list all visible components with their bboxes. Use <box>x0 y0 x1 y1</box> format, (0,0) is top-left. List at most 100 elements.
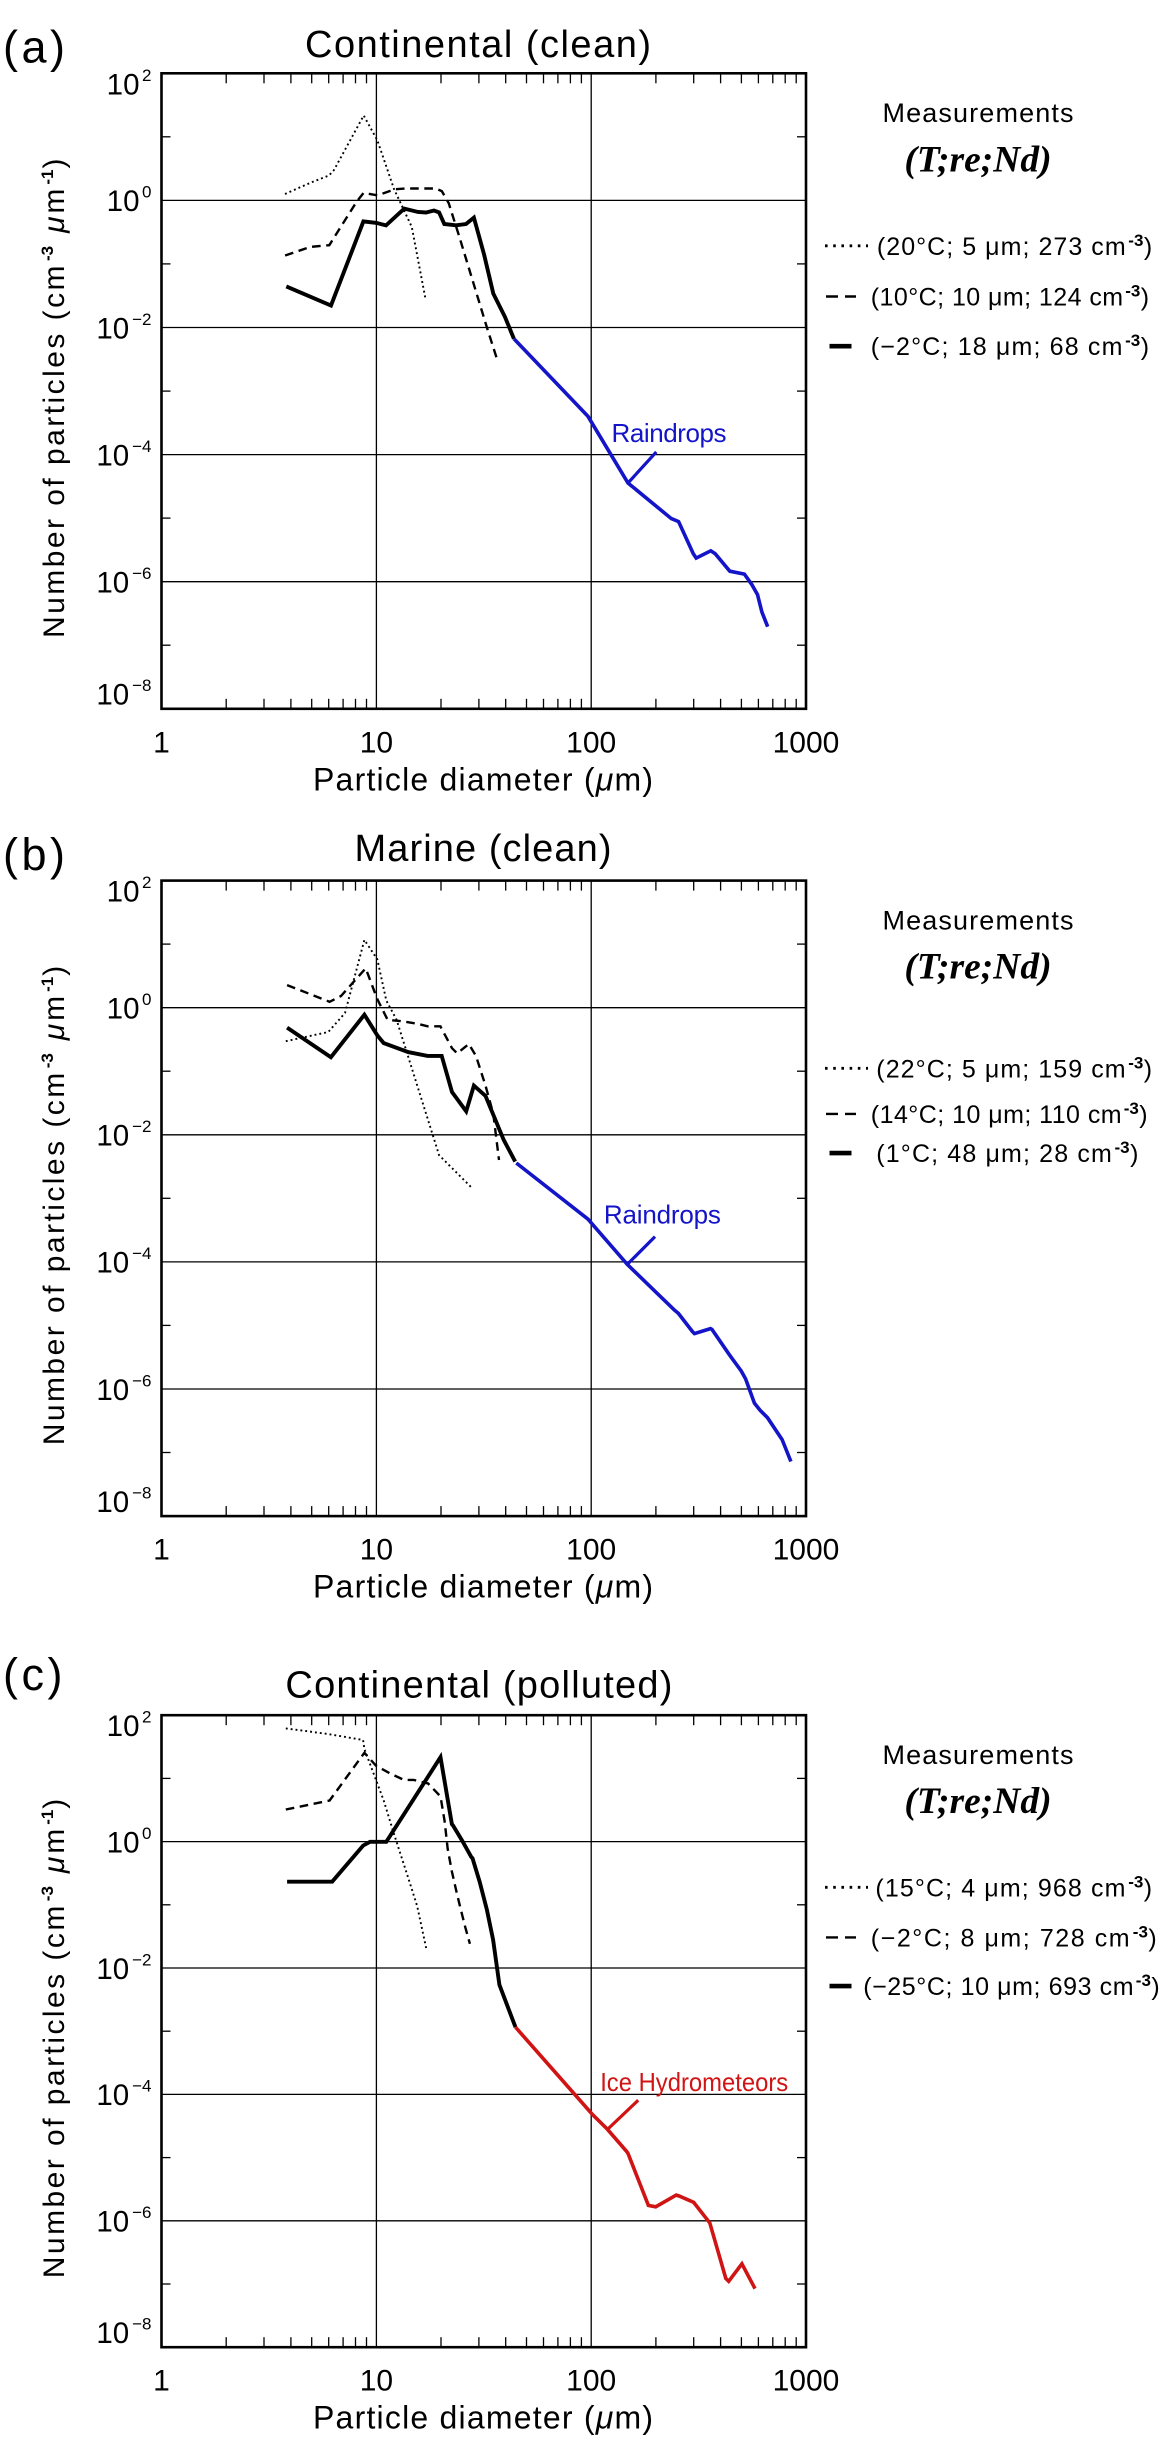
svg-text:−6: −6 <box>132 564 151 583</box>
svg-text:μ: μ <box>38 1857 71 1874</box>
svg-text:0: 0 <box>142 1824 151 1843</box>
svg-text:Measurements: Measurements <box>883 1740 1074 1770</box>
svg-text:): ) <box>1148 1924 1156 1952</box>
svg-text:Continental (clean): Continental (clean) <box>305 24 651 66</box>
svg-text:-3: -3 <box>38 1886 57 1901</box>
svg-text:10: 10 <box>96 2317 129 2350</box>
svg-text:-3: -3 <box>1125 331 1140 350</box>
svg-text:(22°C; 5 μm; 159 cm: (22°C; 5 μm; 159 cm <box>876 1055 1126 1083</box>
svg-text:): ) <box>38 966 71 976</box>
svg-text:): ) <box>1141 284 1149 312</box>
svg-text:): ) <box>1144 1055 1152 1083</box>
svg-text:-3: -3 <box>1124 1099 1139 1118</box>
svg-text:10: 10 <box>96 1120 129 1153</box>
svg-text:Ice Hydrometeors: Ice Hydrometeors <box>600 2067 788 2097</box>
svg-text:1: 1 <box>153 2365 170 2398</box>
svg-text:10: 10 <box>96 2079 129 2112</box>
svg-text:(1°C; 48 μm; 28 cm: (1°C; 48 μm; 28 cm <box>876 1140 1113 1168</box>
svg-text:100: 100 <box>566 1534 616 1567</box>
svg-text:Number of particles (cm: Number of particles (cm <box>38 1070 71 1445</box>
svg-text:1000: 1000 <box>773 726 840 759</box>
svg-text:100: 100 <box>566 2365 616 2398</box>
svg-text:μ: μ <box>38 1024 71 1041</box>
svg-text:−2: −2 <box>132 1950 151 1969</box>
svg-text:−8: −8 <box>132 1483 151 1502</box>
svg-text:(b): (b) <box>3 829 69 880</box>
svg-text:): ) <box>1141 333 1149 361</box>
svg-text:(T;re;Nd): (T;re;Nd) <box>904 947 1051 988</box>
svg-text:10: 10 <box>107 1826 140 1859</box>
svg-text:10: 10 <box>96 1247 129 1280</box>
svg-text:Measurements: Measurements <box>883 98 1074 128</box>
svg-text:-3: -3 <box>1136 1971 1151 1990</box>
svg-text:Particle diameter (μm): Particle diameter (μm) <box>313 761 653 797</box>
svg-text:-3: -3 <box>1128 1872 1143 1891</box>
svg-text:10: 10 <box>96 2206 129 2239</box>
svg-text:): ) <box>1151 1973 1159 2001</box>
svg-text:10: 10 <box>96 1953 129 1986</box>
svg-text:−6: −6 <box>132 2203 151 2222</box>
svg-text:(10°C; 10 μm; 124 cm: (10°C; 10 μm; 124 cm <box>871 284 1124 312</box>
svg-text:−8: −8 <box>132 2315 151 2334</box>
svg-text:(T;re;Nd): (T;re;Nd) <box>904 1781 1051 1822</box>
svg-text:−4: −4 <box>132 1244 151 1263</box>
svg-text:10: 10 <box>96 567 129 600</box>
svg-text:): ) <box>38 1799 71 1809</box>
svg-text:1: 1 <box>153 726 170 759</box>
svg-text:10: 10 <box>96 679 129 712</box>
svg-text:): ) <box>1144 233 1152 261</box>
svg-text:Raindrops: Raindrops <box>612 418 727 448</box>
svg-text:m: m <box>38 189 71 214</box>
svg-text:10: 10 <box>96 1374 129 1407</box>
svg-text:10: 10 <box>96 1486 129 1519</box>
svg-text:Raindrops: Raindrops <box>604 1200 721 1230</box>
svg-text:(15°C; 4 μm; 968 cm: (15°C; 4 μm; 968 cm <box>875 1874 1126 1902</box>
svg-text:m: m <box>38 996 71 1021</box>
svg-text:Continental (polluted): Continental (polluted) <box>285 1665 672 1707</box>
svg-text:10: 10 <box>360 1534 393 1567</box>
svg-text:): ) <box>1144 1874 1152 1902</box>
svg-text:10: 10 <box>360 2365 393 2398</box>
svg-text:−8: −8 <box>132 676 151 695</box>
svg-text:(14°C; 10 μm; 110 cm: (14°C; 10 μm; 110 cm <box>871 1101 1122 1129</box>
svg-text:10: 10 <box>96 312 129 345</box>
svg-text:Number of particles (cm: Number of particles (cm <box>38 263 71 638</box>
svg-text:10: 10 <box>107 68 140 101</box>
svg-text:100: 100 <box>566 726 616 759</box>
svg-text:Particle diameter (μm): Particle diameter (μm) <box>313 2400 653 2436</box>
svg-text:2: 2 <box>142 1708 151 1727</box>
svg-text:2: 2 <box>142 66 151 85</box>
svg-text:-3: -3 <box>1128 231 1143 250</box>
svg-text:Measurements: Measurements <box>883 905 1074 935</box>
svg-text:−2: −2 <box>132 1117 151 1136</box>
svg-text:10: 10 <box>107 993 140 1026</box>
svg-text:): ) <box>1139 1101 1147 1129</box>
svg-text:-1: -1 <box>38 977 57 992</box>
svg-text:Particle diameter (μm): Particle diameter (μm) <box>313 1569 653 1605</box>
svg-text:1000: 1000 <box>773 2365 840 2398</box>
svg-text:1000: 1000 <box>773 1534 840 1567</box>
svg-text:-3: -3 <box>38 246 57 261</box>
svg-text:(c): (c) <box>3 1649 66 1700</box>
svg-text:10: 10 <box>107 185 140 218</box>
svg-text:(−25°C; 10 μm; 693 cm: (−25°C; 10 μm; 693 cm <box>863 1973 1134 2001</box>
svg-text:10: 10 <box>107 876 140 909</box>
svg-text:(−2°C; 8 μm; 728 cm: (−2°C; 8 μm; 728 cm <box>871 1924 1131 1952</box>
svg-text:-1: -1 <box>38 169 57 184</box>
svg-text:(20°C; 5 μm; 273 cm: (20°C; 5 μm; 273 cm <box>877 233 1127 261</box>
svg-text:(T;re;Nd): (T;re;Nd) <box>904 139 1051 180</box>
svg-text:−4: −4 <box>132 437 151 456</box>
svg-text:-3: -3 <box>38 1053 57 1068</box>
svg-text:10: 10 <box>96 439 129 472</box>
svg-text:(−2°C; 18 μm; 68 cm: (−2°C; 18 μm; 68 cm <box>871 333 1124 361</box>
svg-text:(a): (a) <box>3 22 69 73</box>
svg-text:10: 10 <box>107 1710 140 1743</box>
svg-text:m: m <box>38 1829 71 1854</box>
svg-text:10: 10 <box>360 726 393 759</box>
svg-text:−2: −2 <box>132 310 151 329</box>
svg-text:−6: −6 <box>132 1371 151 1390</box>
svg-text:Number of particles (cm: Number of particles (cm <box>38 1903 71 2278</box>
svg-text:−4: −4 <box>132 2077 151 2096</box>
svg-text:-3: -3 <box>1125 282 1140 301</box>
svg-text:): ) <box>38 159 71 169</box>
